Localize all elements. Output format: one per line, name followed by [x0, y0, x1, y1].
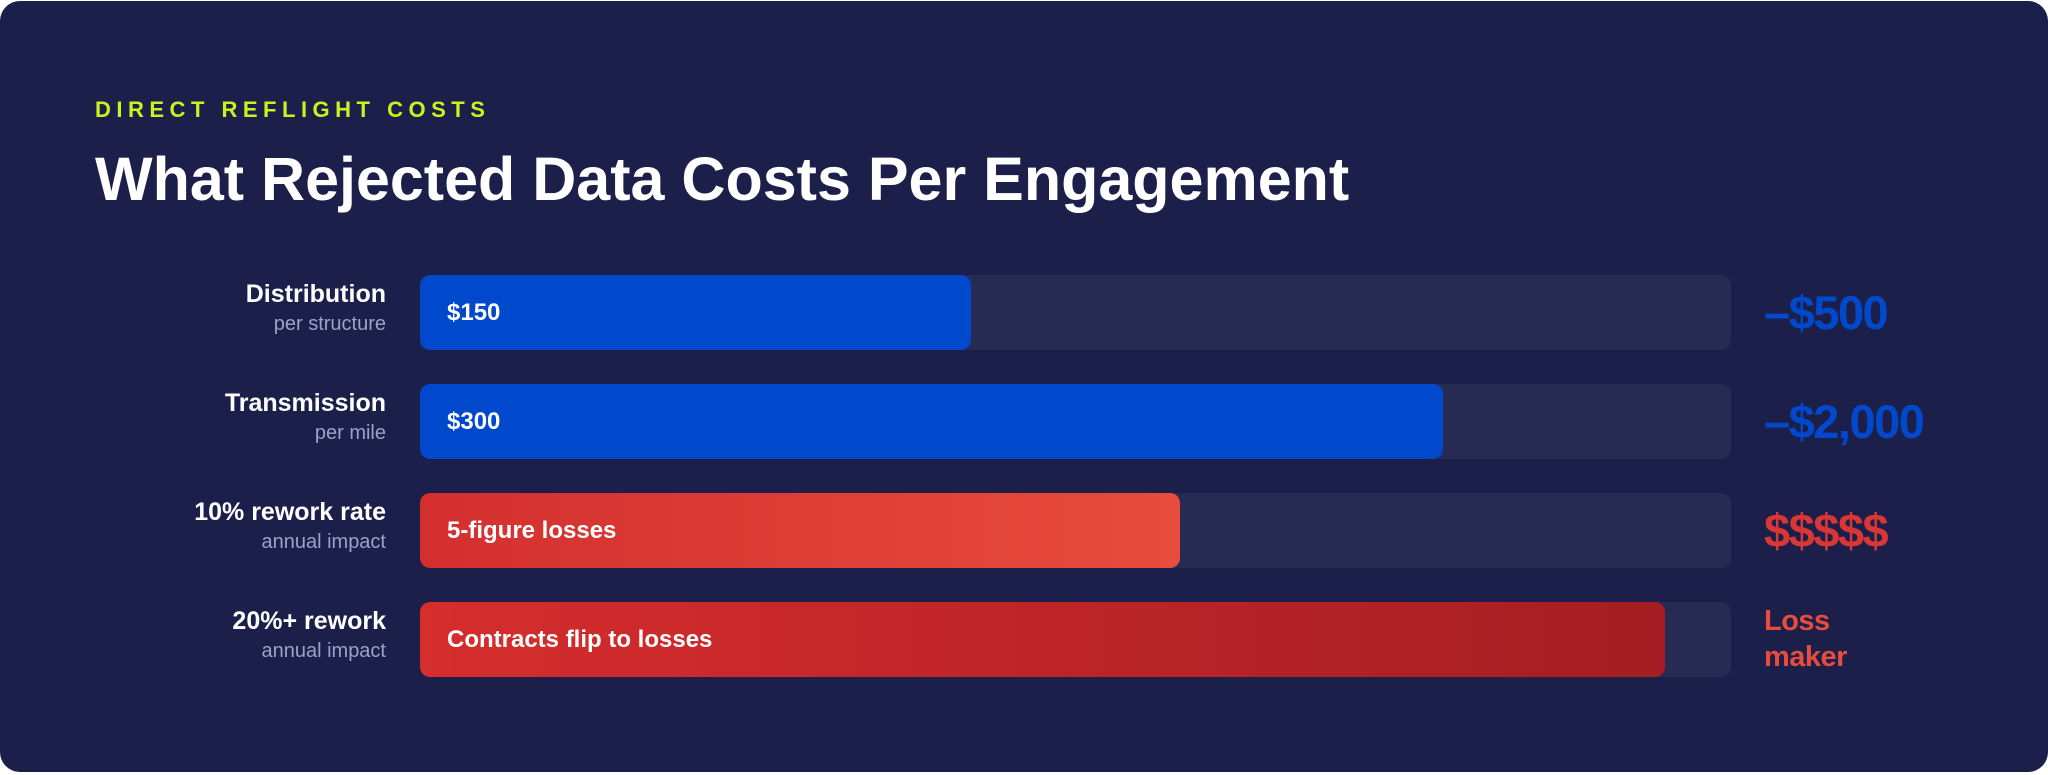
bar-row-20pct-rework: 20%+ rework annual impact Contracts flip…	[0, 602, 2048, 677]
category-sublabel: annual impact	[261, 640, 386, 662]
bar-fill: 5-figure losses	[420, 493, 1180, 568]
bar-label: 5-figure losses	[447, 517, 617, 544]
end-value: $$$$$	[1764, 504, 1889, 557]
category-label: Distribution	[245, 280, 386, 308]
bar-row-distribution: Distribution per structure $150 –$500	[0, 275, 2048, 350]
bar-fill: Contracts flip to losses	[420, 602, 1665, 677]
bar-row-10pct-rework: 10% rework rate annual impact 5-figure l…	[0, 493, 2048, 568]
end-value: –$2,000	[1764, 395, 1925, 448]
category-sublabel: per structure	[273, 313, 386, 335]
bar-track: 5-figure losses	[420, 493, 1731, 568]
bar-track: Contracts flip to losses	[420, 602, 1731, 677]
end-value: –$500	[1764, 286, 1889, 339]
chart-title: What Rejected Data Costs Per Engagement	[95, 145, 1350, 213]
bar-label: $300	[447, 408, 501, 435]
bar-row-transmission: Transmission per mile $300 –$2,000	[0, 384, 2048, 459]
bar-track: $150	[420, 275, 1731, 350]
category-label: Transmission	[224, 389, 386, 417]
bar-label: $150	[447, 299, 501, 326]
bar-label: Contracts flip to losses	[447, 626, 713, 653]
bar-fill: $150	[420, 275, 971, 350]
category-label: 20%+ rework	[232, 607, 386, 635]
end-value: Loss maker	[1764, 605, 1847, 673]
eyebrow-label: DIRECT REFLIGHT COSTS	[95, 97, 491, 122]
category-sublabel: annual impact	[261, 531, 386, 553]
category-sublabel: per mile	[314, 422, 386, 444]
bar-track: $300	[420, 384, 1731, 459]
category-label: 10% rework rate	[194, 498, 386, 526]
bar-fill: $300	[420, 384, 1443, 459]
